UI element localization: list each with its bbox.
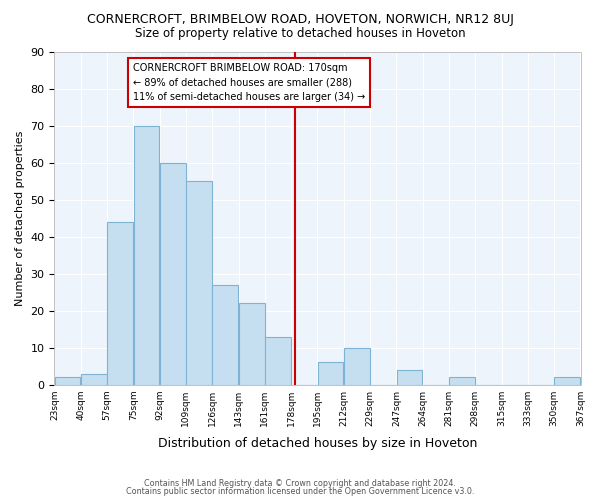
Text: Contains HM Land Registry data © Crown copyright and database right 2024.: Contains HM Land Registry data © Crown c… (144, 478, 456, 488)
Bar (212, 284, 238, 384)
Bar (81, 374, 107, 384)
Text: Size of property relative to detached houses in Hoveton: Size of property relative to detached ho… (134, 28, 466, 40)
Text: CORNERCROFT BRIMBELOW ROAD: 170sqm
← 89% of detached houses are smaller (288)
11: CORNERCROFT BRIMBELOW ROAD: 170sqm ← 89%… (133, 62, 365, 102)
Bar (134, 126, 160, 384)
Bar (160, 162, 185, 384)
Bar (239, 303, 265, 384)
Y-axis label: Number of detached properties: Number of detached properties (15, 130, 25, 306)
Bar (318, 362, 343, 384)
Text: CORNERCROFT, BRIMBELOW ROAD, HOVETON, NORWICH, NR12 8UJ: CORNERCROFT, BRIMBELOW ROAD, HOVETON, NO… (86, 12, 514, 26)
Text: Contains public sector information licensed under the Open Government Licence v3: Contains public sector information licen… (126, 487, 474, 496)
Bar (265, 336, 291, 384)
Bar (107, 222, 133, 384)
Bar (55, 377, 80, 384)
Bar (397, 370, 422, 384)
Bar (449, 377, 475, 384)
Bar (344, 348, 370, 385)
X-axis label: Distribution of detached houses by size in Hoveton: Distribution of detached houses by size … (158, 437, 477, 450)
Bar (554, 377, 580, 384)
Bar (186, 181, 212, 384)
